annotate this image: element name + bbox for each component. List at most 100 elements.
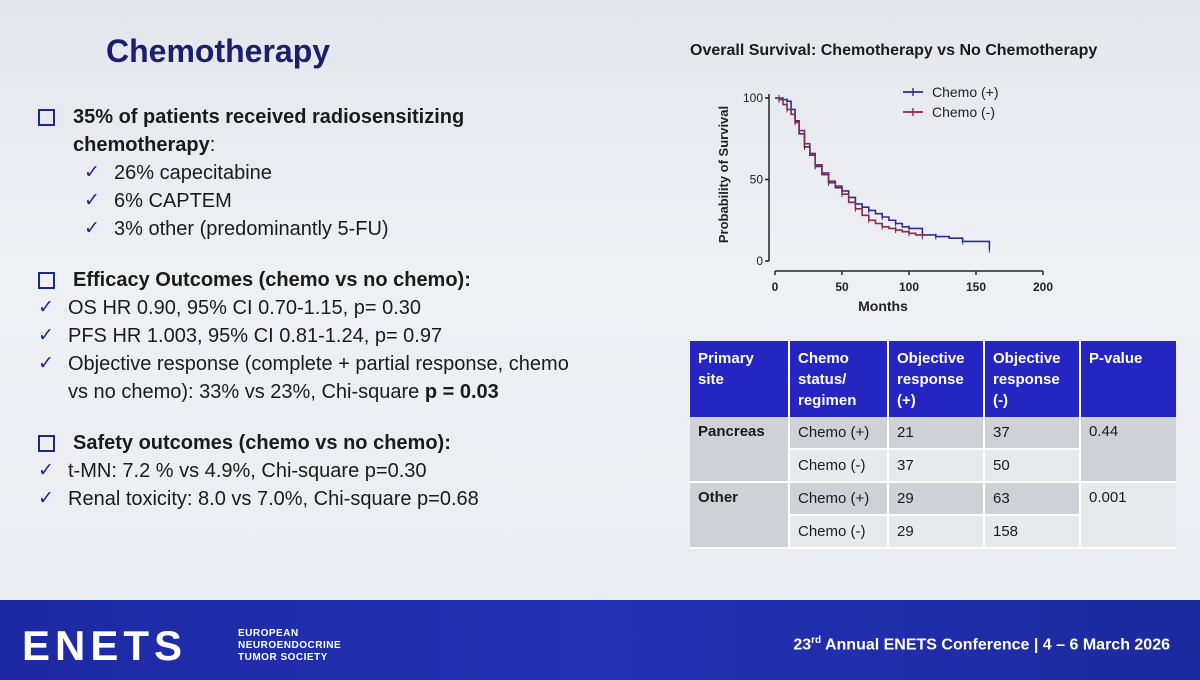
- y-tick-label: 50: [750, 173, 764, 187]
- survival-curve-chemo-neg: [775, 97, 924, 237]
- slide-title: Chemotherapy: [106, 33, 331, 69]
- table-row: Other Chemo (+) 29 63 0.001: [690, 482, 1176, 549]
- enets-logo: ENETS: [22, 622, 188, 669]
- cell-p-value: 0.001: [1080, 482, 1176, 549]
- cell-response-neg: 37: [984, 417, 1081, 450]
- header-primary-site: Primary site: [690, 341, 790, 417]
- checkmark-icon: ✓: [38, 353, 54, 374]
- survival-chart: 0 50 100 0 50 100 150 200 Months Probability of S…: [716, 84, 1053, 314]
- society-line: EUROPEAN: [238, 628, 299, 639]
- header-text: P-value: [1089, 350, 1143, 367]
- table-header-row: Primary site Chemo status/regimen Objectiv…: [690, 341, 1176, 417]
- section-radiosensitizing: 35% of patients received radiosensitizin…: [38, 103, 678, 159]
- society-line: NEUROENDOCRINE: [238, 640, 342, 651]
- header-text: status/: [798, 371, 847, 388]
- objective-response-line2: vs no chemo): 33% vs 23%, Chi-square: [68, 381, 425, 403]
- list-item: ✓ 6% CAPTEM: [38, 187, 678, 215]
- list-item-text: 6% CAPTEM: [114, 190, 232, 212]
- cell-response-neg: 50: [984, 449, 1081, 483]
- conf-ordinal: 23: [793, 636, 812, 654]
- section2-heading: Efficacy Outcomes (chemo vs no chemo):: [73, 269, 471, 291]
- cell-regimen: Chemo (-): [789, 449, 889, 483]
- section1-heading: 35% of patients received radiosensitizin…: [73, 106, 465, 156]
- objective-response-line1: Objective response (complete + partial r…: [68, 353, 569, 375]
- cell-response-neg: 158: [984, 515, 1081, 549]
- cell-regimen: Chemo (+): [789, 417, 889, 450]
- list-item: ✓ PFS HR 1.003, 95% CI 0.81-1.24, p= 0.9…: [38, 322, 678, 350]
- list-item: ✓ Objective response (complete + partial…: [38, 350, 678, 406]
- square-bullet-icon: [38, 109, 55, 126]
- chart-title: Overall Survival: Chemotherapy vs No Che…: [690, 42, 1098, 59]
- x-tick-label: 100: [899, 280, 919, 294]
- header-text: Objective: [897, 350, 965, 367]
- table-row: Chemo (-) 37 50: [690, 449, 1176, 483]
- section1-heading-line2: chemotherapy: [73, 134, 210, 156]
- section1-heading-line1: 35% of patients received radiosensitizin…: [73, 106, 465, 128]
- legend-label: Chemo (-): [932, 104, 995, 120]
- checkmark-icon: ✓: [84, 190, 100, 211]
- header-chemo-status: Chemo status/regimen: [789, 341, 889, 417]
- society-line: TUMOR SOCIETY: [238, 652, 328, 663]
- y-tick-label: 100: [743, 91, 763, 105]
- response-table: Primary site Chemo status/regimen Objectiv…: [690, 341, 1176, 549]
- cell-p-value: 0.44: [1080, 417, 1176, 483]
- y-tick-label: 0: [756, 254, 763, 268]
- list-item: ✓ OS HR 0.90, 95% CI 0.70-1.15, p= 0.30: [38, 294, 678, 322]
- header-text: Primary: [698, 350, 754, 367]
- section-safety: Safety outcomes (chemo vs no chemo):: [38, 429, 678, 457]
- x-tick-label: 150: [966, 280, 986, 294]
- header-response-pos: Objective response (+): [888, 341, 985, 417]
- header-text: response: [993, 371, 1060, 388]
- header-text: (-): [993, 392, 1008, 409]
- list-item: ✓ 26% capecitabine: [38, 159, 678, 187]
- cell-site: Pancreas: [690, 417, 790, 483]
- objective-response-pvalue: p = 0.03: [424, 381, 499, 403]
- cell-regimen: Chemo (-): [789, 515, 889, 549]
- checkmark-icon: ✓: [84, 162, 100, 183]
- checkmark-icon: ✓: [38, 488, 54, 509]
- header-response-neg: Objective response (-): [984, 341, 1081, 417]
- conf-suffix: rd: [811, 635, 822, 646]
- x-tick-label: 0: [772, 280, 779, 294]
- checkmark-icon: ✓: [38, 297, 54, 318]
- conf-text: Annual ENETS Conference | 4 – 6 March 20…: [821, 636, 1170, 654]
- list-item-text: OS HR 0.90, 95% CI 0.70-1.15, p= 0.30: [68, 297, 421, 319]
- header-p-value: P-value: [1080, 341, 1176, 417]
- checkmark-icon: ✓: [38, 460, 54, 481]
- table-row: Chemo (-) 29 158: [690, 515, 1176, 549]
- section-efficacy: Efficacy Outcomes (chemo vs no chemo):: [38, 266, 678, 294]
- cell-response-pos: 21: [888, 417, 985, 450]
- y-axis-label: Probability of Survival: [716, 106, 731, 243]
- cell-response-neg: 63: [984, 482, 1081, 516]
- checkmark-icon: ✓: [84, 218, 100, 239]
- cell-response-pos: 29: [888, 482, 985, 516]
- table-row: Pancreas Chemo (+) 21 37 0.44: [690, 417, 1176, 483]
- cell-response-pos: 29: [888, 515, 985, 549]
- x-tick-label: 200: [1033, 280, 1053, 294]
- list-item-text: t-MN: 7.2 % vs 4.9%, Chi-square p=0.30: [68, 460, 427, 482]
- header-text: Chemo: [798, 350, 849, 367]
- cell-response-pos: 37: [888, 449, 985, 483]
- header-text: regimen: [798, 392, 857, 409]
- section3-heading: Safety outcomes (chemo vs no chemo):: [73, 432, 451, 454]
- square-bullet-icon: [38, 272, 55, 289]
- list-item-text: 3% other (predominantly 5-FU): [114, 218, 389, 240]
- footer-bar: ENETS EUROPEAN NEUROENDOCRINE TUMOR SOCI…: [0, 600, 1200, 680]
- list-item-text: PFS HR 1.003, 95% CI 0.81-1.24, p= 0.97: [68, 325, 443, 347]
- x-tick-label: 50: [835, 280, 849, 294]
- bullet-list: 35% of patients received radiosensitizin…: [38, 103, 678, 513]
- survival-curve-chemo-pos: [775, 97, 991, 250]
- header-text: Objective: [993, 350, 1061, 367]
- header-text: site: [698, 371, 724, 388]
- list-item-text: 26% capecitabine: [114, 162, 272, 184]
- x-axis-label: Months: [858, 298, 908, 314]
- list-item-text: Renal toxicity: 8.0 vs 7.0%, Chi-square …: [68, 488, 479, 510]
- list-item: ✓ 3% other (predominantly 5-FU): [38, 215, 678, 243]
- list-item-text: Objective response (complete + partial r…: [68, 350, 569, 406]
- square-bullet-icon: [38, 435, 55, 452]
- list-item: ✓ Renal toxicity: 8.0 vs 7.0%, Chi-squar…: [38, 485, 678, 513]
- checkmark-icon: ✓: [38, 325, 54, 346]
- header-text: (+): [897, 392, 916, 409]
- list-item: ✓ t-MN: 7.2 % vs 4.9%, Chi-square p=0.30: [38, 457, 678, 485]
